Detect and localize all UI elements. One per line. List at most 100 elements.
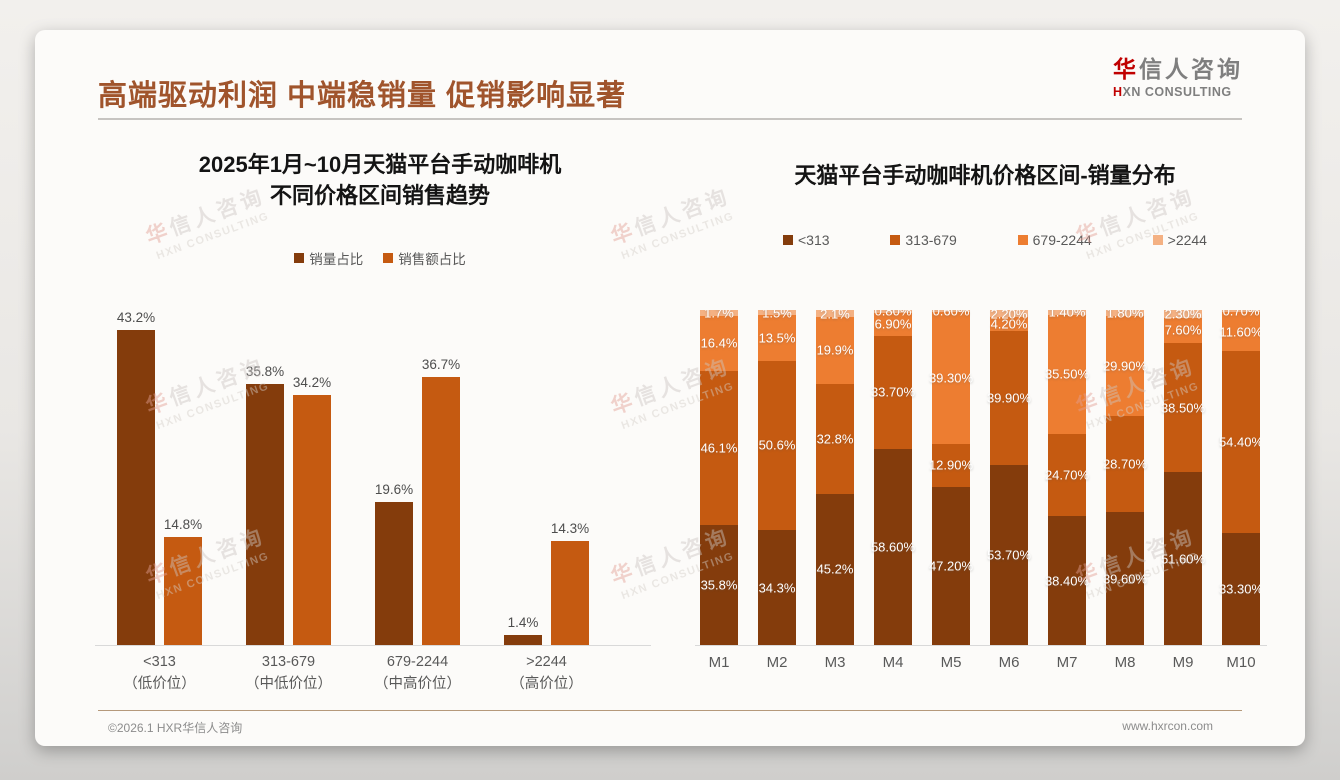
segment-679-2244-M1: 16.4% [700,315,738,371]
segment-value-label: 0.70% [1222,310,1260,319]
segment-679-2244-M4: 6.90% [874,312,912,336]
segment-value-label: 58.60% [870,539,916,555]
logo-brand-text: 华信人咨询 [1113,56,1243,82]
bar-value-label: 14.8% [163,517,203,532]
bar-value-label: 35.8% [245,363,285,379]
segment-313-679-M6: 39.90% [987,331,1031,466]
segment-<313-M3: 45.2% [816,493,854,645]
segment-value-label: 16.4% [700,335,738,351]
category-label-679-2244: 679-2244 （中高价位） [353,652,482,696]
segment->2244-M6: 2.20% [990,310,1028,321]
category-tier: （低价位） [123,675,196,692]
segment-313-679-M3: 32.8% [816,383,854,494]
bar-value-label: 1.4% [507,614,539,630]
segment-value-label: 1.5% [762,310,792,321]
bar-value-label: 43.2% [116,309,156,325]
page-title: 高端驱动利润 中端稳销量 促销影响显著 [98,80,627,112]
segment-value-label: 24.70% [1044,467,1090,483]
segment-<313-M6: 53.70% [986,465,1032,645]
segment-value-label: 54.40% [1218,434,1260,450]
segment-<313-M2: 34.3% [758,530,796,645]
right-chart-legend-item-0: <313 [783,232,830,248]
segment-313-679-M9: 38.50% [1160,343,1206,473]
right-chart-legend-item-2: 679-2244 [1017,232,1092,248]
segment-value-label: 35.8% [700,577,738,593]
segment-value-label: 47.20% [928,558,974,574]
segment->2244-M4: 0.80% [874,310,912,319]
stacked-bar-M1: 35.8% 46.1% 16.4% 1.7% [700,310,738,645]
slide-card: 高端驱动利润 中端稳销量 促销影响显著 华信人咨询 HXN CONSULTING… [35,30,1305,746]
segment-value-label: 0.80% [874,310,912,319]
stacked-bar-M3: 45.2% 32.8% 19.9% 2.1% [816,310,854,645]
segment-value-label: 53.70% [986,547,1032,563]
segment-313-679-M5: 12.90% [928,443,974,487]
segment-<313-M7: 38.40% [1045,516,1089,645]
month-label-M5: M5 [940,654,962,671]
stacked-bar-M2: 34.3% 50.6% 13.5% 1.5% [758,310,796,645]
segment-679-2244-M6: 4.20% [990,316,1028,332]
category-range: <313 [143,654,176,670]
bar-销售额占比-<313: 14.8% [164,517,202,645]
bar-group->2244: 1.4% 14.3% [482,521,611,645]
right-chart-legend-item-1: 313-679 [890,232,957,248]
segment-value-label: 34.3% [758,580,796,596]
left-chart-legend-item-0: 销量占比 [294,248,363,268]
segment-value-label: 19.9% [816,342,854,358]
segment-value-label: 2.1% [820,310,850,322]
month-label-M10: M10 [1226,654,1256,671]
segment-313-679-M2: 50.6% [758,360,796,531]
segment-value-label: 2.20% [990,310,1028,322]
segment-313-679-M7: 24.70% [1044,433,1090,517]
stacked-bar-M6: 53.70% 39.90% 4.20% 2.20% [986,310,1032,645]
category-tier: （中高价位） [374,675,461,692]
segment-<313-M1: 35.8% [700,525,738,645]
left-chart-category-axis: <313 （低价位） 313-679 （中低价位） 679-2244 （中高价位） >224… [95,652,611,696]
footer-copyright: ©2026.1 HXR华信人咨询 [108,721,243,735]
segment->2244-M8: 1.80% [1106,310,1144,321]
segment-313-679-M1: 46.1% [700,370,738,526]
month-label-M3: M3 [824,654,846,671]
segment-value-label: 0.60% [932,310,970,319]
category-tier: （高价位） [510,675,583,692]
segment-value-label: 1.40% [1048,310,1086,320]
segment-value-label: 38.50% [1160,400,1206,416]
month-label-M8: M8 [1114,654,1136,671]
right-chart-legend-label-0: <313 [798,232,830,248]
segment-679-2244-M2: 13.5% [758,315,796,361]
segment-value-label: 11.60% [1219,324,1260,340]
segment-679-2244-M5: 39.30% [929,312,973,444]
bar-销量占比->2244: 1.4% [504,615,542,645]
stacked-bar-M8: 39.60% 28.70% 29.90% 1.80% [1102,310,1148,645]
segment-<313-M10: 33.30% [1219,533,1260,645]
right-chart-legend: <313 313-679 679-2244 >2244 [783,232,1207,248]
left-chart-title: 2025年1月~10月天猫平台手动咖啡机 不同价格区间销售趋势 [80,150,680,212]
category-label-<313: <313 （低价位） [95,652,224,696]
segment-679-2244-M10: 11.60% [1219,312,1260,352]
right-chart-legend-label-1: 313-679 [905,232,957,248]
segment-value-label: 28.70% [1102,456,1148,472]
right-chart-category-axis: M1 M2 M3 M4 M5 M6 M7 M8 M9 M10 [700,654,1260,671]
segment-value-label: 4.20% [990,316,1028,332]
logo-subtitle-text: HXN CONSULTING [1113,84,1232,99]
bar-value-label: 14.3% [550,520,590,536]
segment-value-label: 12.90% [928,457,974,473]
month-label-M7: M7 [1056,654,1078,671]
left-chart-x-axis [95,645,651,646]
category-range: 679-2244 [386,654,449,670]
right-chart-legend-swatch-1 [890,235,901,245]
category-range: >2244 [526,654,567,670]
header-divider [98,118,1242,120]
footer-divider [98,710,1242,711]
segment-<313-M4: 58.60% [870,448,916,645]
bar-value-label: 19.6% [374,481,414,497]
category-tier: （中低价位） [245,675,332,692]
bar-value-label: 36.7% [421,357,461,373]
segment-<313-M9: 51.60% [1161,472,1205,645]
right-chart-legend-swatch-0 [783,235,793,245]
segment-<313-M5: 47.20% [928,486,974,645]
segment->2244-M7: 1.40% [1048,310,1086,320]
right-chart-x-axis [695,645,1267,646]
left-chart-title-line2: 不同价格区间销售趋势 [269,182,490,208]
month-label-M1: M1 [708,654,730,671]
